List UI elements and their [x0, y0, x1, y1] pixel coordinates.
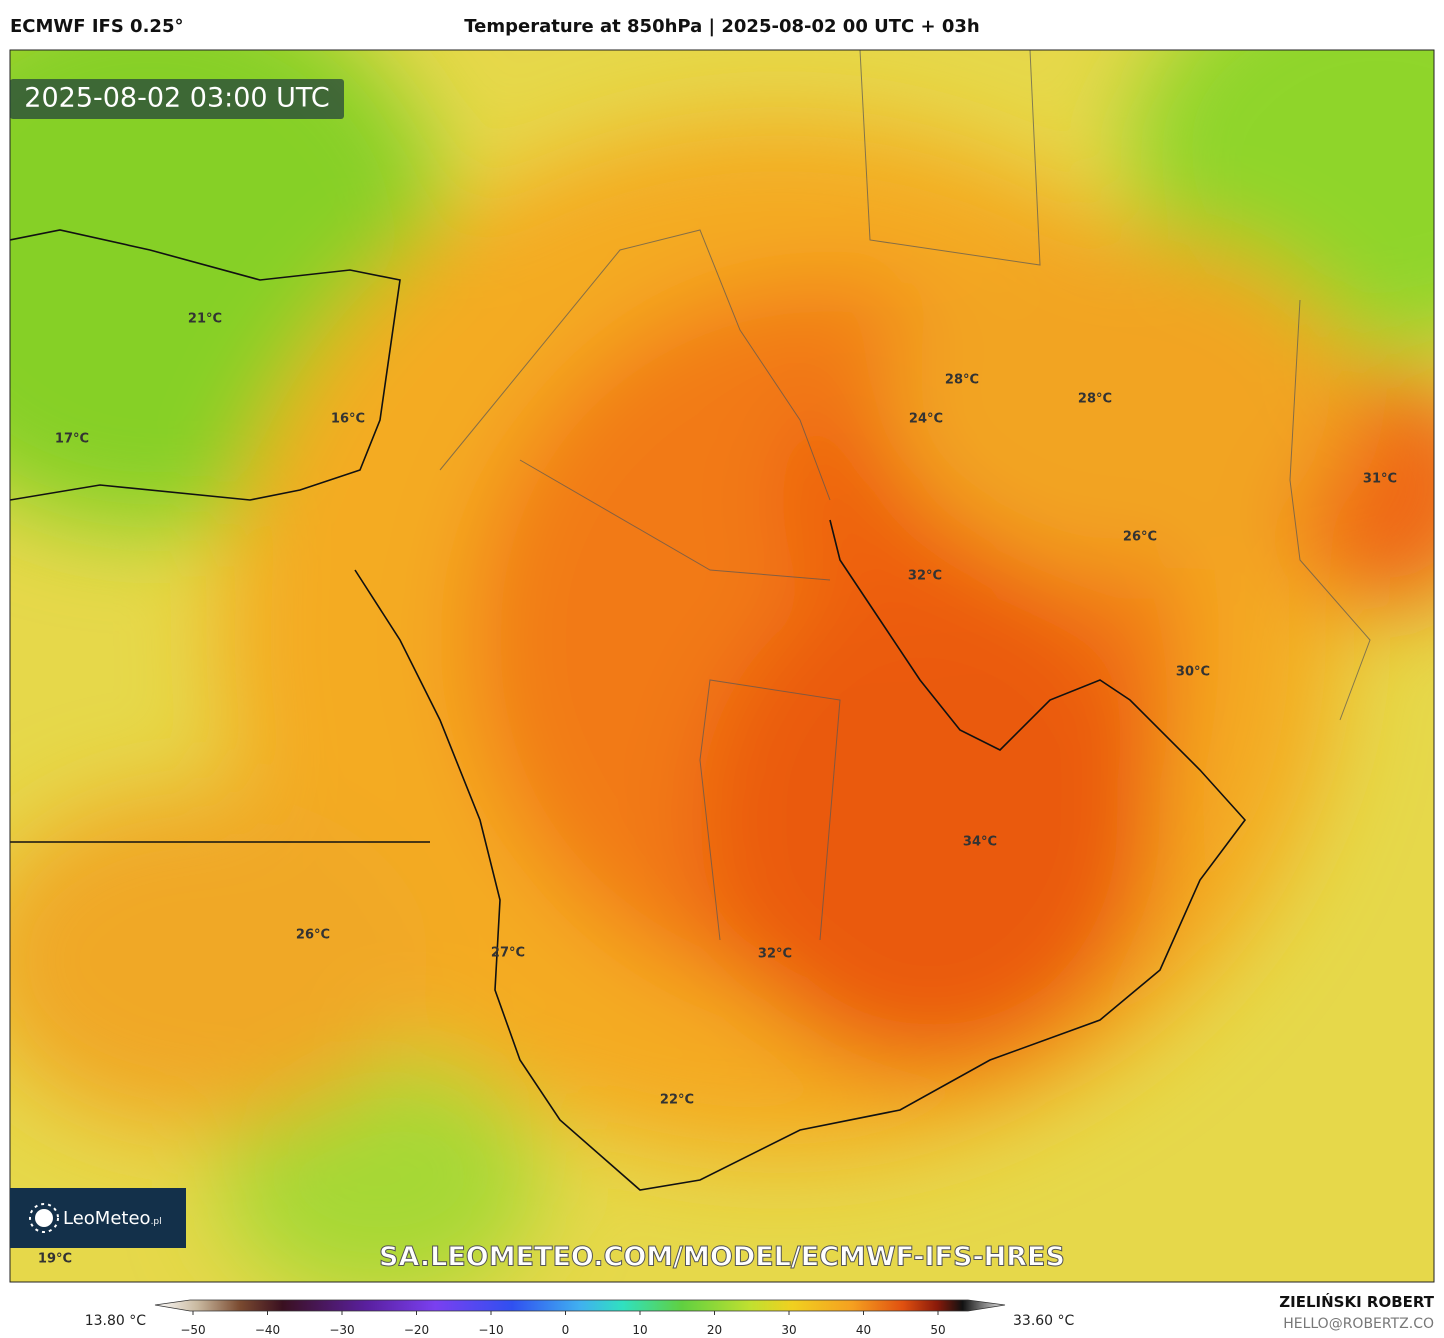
colorbar-tick-label: 20 [707, 1323, 722, 1337]
author: ZIELIŃSKI ROBERT [1279, 1292, 1434, 1311]
logo-name: LeoMeteo [63, 1208, 151, 1229]
temperature-label: 32°C [908, 569, 942, 584]
logo-text: LeoMeteo.pl [63, 1208, 162, 1229]
temperature-label: 21°C [188, 312, 222, 327]
temperature-label: 19°C [38, 1252, 72, 1267]
colorbar-tick-label: 50 [930, 1323, 945, 1337]
temperature-label: 28°C [1078, 392, 1112, 407]
logo-sun [35, 1209, 53, 1227]
temperature-label: 32°C [758, 947, 792, 962]
colorbar-tick-label: 30 [781, 1323, 796, 1337]
temperature-label: 31°C [1363, 472, 1397, 487]
temperature-label: 26°C [296, 928, 330, 943]
temperature-label: 34°C [963, 835, 997, 850]
colorbar [154, 1299, 1006, 1312]
model-name: ECMWF IFS 0.25° [10, 16, 183, 37]
temperature-label: 16°C [331, 412, 365, 427]
colorbar-tick-label: 10 [632, 1323, 647, 1337]
watermark: SA.LEOMETEO.COM/MODEL/ECMWF-IFS-HRES [379, 1242, 1065, 1273]
colorbar-tick-label: −30 [329, 1323, 354, 1337]
temperature-labels: 21°C 16°C 17°C 28°C 24°C 28°C 31°C 26°C 32°C 30°C… [38, 312, 1397, 1267]
colorbar-tick-label: 40 [856, 1323, 871, 1337]
logo-rays [29, 1203, 59, 1233]
colorbar-tick-label: 0 [562, 1323, 570, 1337]
colorbar-min: 13.80 °C [85, 1313, 147, 1329]
email: HELLO@ROBERTZ.CO [1283, 1316, 1434, 1332]
colorbar-tick-label: −10 [478, 1323, 503, 1337]
timestamp: 2025-08-02 03:00 UTC [24, 83, 329, 114]
colorbar-ticks: −50 −40 −30 −20 −10 0 10 20 30 40 50 [180, 1311, 946, 1337]
colorbar-tick-label: −20 [404, 1323, 429, 1337]
map-frame [9, 49, 1435, 1283]
colorbar-tick-label: −40 [255, 1323, 280, 1337]
colorbar-max: 33.60 °C [1013, 1313, 1075, 1329]
temperature-label: 26°C [1123, 530, 1157, 545]
logo-suffix: .pl [151, 1217, 162, 1227]
temperature-label: 22°C [660, 1093, 694, 1108]
temperature-label: 30°C [1176, 665, 1210, 680]
temperature-label: 24°C [909, 412, 943, 427]
timestamp-box [10, 79, 344, 119]
map-title: Temperature at 850hPa | 2025-08-02 00 UT… [464, 16, 979, 37]
temperature-label: 27°C [491, 946, 525, 961]
colorbar-tick-label: −50 [180, 1323, 205, 1337]
temperature-label: 28°C [945, 373, 979, 388]
temperature-label: 17°C [55, 432, 89, 447]
map-field [10, 50, 1434, 1282]
